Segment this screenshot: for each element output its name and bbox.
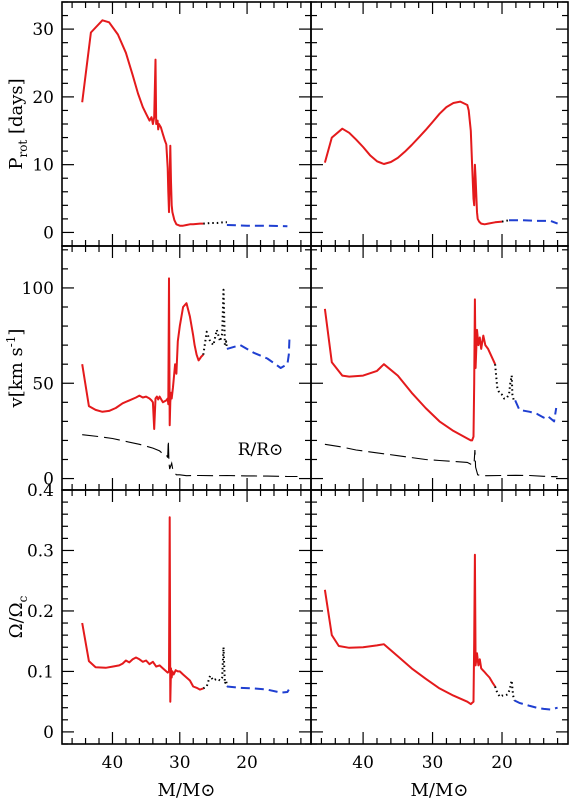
omega-left-series-dotted-1	[202, 646, 228, 690]
vel-left-series-dashed-2	[226, 337, 291, 369]
vel-right-series-radius-3	[324, 443, 558, 478]
vel-right-frame	[310, 245, 569, 491]
axes-layer	[61, 1, 569, 745]
panel-vel-right	[323, 298, 558, 478]
omega-left-xtick-label: 20	[236, 753, 258, 773]
prot-left-ytick-label: 10	[32, 156, 54, 176]
prot-left-series-dashed-2	[226, 224, 288, 228]
omega-right-series-solid-0	[323, 553, 496, 706]
prot-left-y-axis-label: Prot [days]	[6, 78, 30, 169]
omega-left-ytick-label: 0.2	[27, 602, 54, 622]
omega-left-xtick-label: 40	[102, 753, 124, 773]
vel-left-series-dotted-1	[202, 288, 228, 355]
prot-right-series-dotted-1	[501, 219, 510, 223]
x-axis-label-1: M/M⊙	[410, 780, 468, 801]
panel-omega-right	[323, 553, 558, 711]
omega-left-frame	[61, 489, 312, 745]
omega-left-ytick-label: 0.4	[27, 481, 54, 501]
omega-right-series-dashed-2	[514, 699, 558, 711]
prot-left-ytick-label: 0	[43, 223, 54, 243]
omega-left-y-axis-label: Ω/Ωc	[6, 595, 30, 638]
omega-right-series-dotted-1	[494, 679, 516, 701]
omega-left-ytick-label: 0	[43, 723, 54, 743]
vel-right-series-dotted-1	[494, 364, 516, 402]
panel-vel-left	[81, 277, 298, 478]
vel-left-series-solid-0	[81, 277, 204, 430]
omega-right-frame	[310, 489, 569, 745]
prot-left-series-solid-0	[81, 19, 204, 227]
panel-prot-right	[323, 100, 558, 226]
vel-left-ytick-label: 100	[22, 279, 54, 299]
prot-left-ytick-label: 20	[32, 88, 54, 108]
vel-left-series-radius-3	[82, 434, 298, 478]
vel-left-ytick-label: 50	[32, 374, 54, 394]
panel-omega-left	[81, 516, 290, 703]
curves-layer	[81, 19, 558, 711]
vel-left-y-axis-label: v[km s-1]	[4, 329, 27, 409]
omega-left-ytick-label: 0.1	[27, 662, 54, 682]
vel-right-series-solid-0	[323, 298, 497, 442]
x-axis-label-0: M/M⊙	[157, 780, 215, 801]
omega-right-xtick-label: 40	[352, 753, 374, 773]
prot-left-ytick-label: 30	[32, 20, 54, 40]
omega-right-xtick-label: 20	[491, 753, 513, 773]
prot-left-series-dotted-1	[203, 221, 227, 225]
omega-right-xtick-label: 30	[422, 753, 444, 773]
omega-left-series-solid-0	[81, 516, 204, 703]
prot-left-frame	[61, 1, 312, 247]
prot-right-series-dashed-2	[509, 219, 558, 225]
prot-right-frame	[310, 1, 569, 247]
vel-left-ytick-label: 0	[43, 470, 54, 490]
vel-left-annotation: R/R⊙	[238, 440, 284, 460]
omega-left-xtick-label: 30	[169, 753, 191, 773]
omega-left-ytick-label: 0.3	[27, 541, 54, 561]
prot-right-series-solid-0	[323, 100, 503, 226]
vel-right-series-dashed-2	[514, 399, 558, 423]
omega-left-series-dashed-2	[226, 685, 290, 694]
panel-prot-left	[81, 19, 288, 228]
